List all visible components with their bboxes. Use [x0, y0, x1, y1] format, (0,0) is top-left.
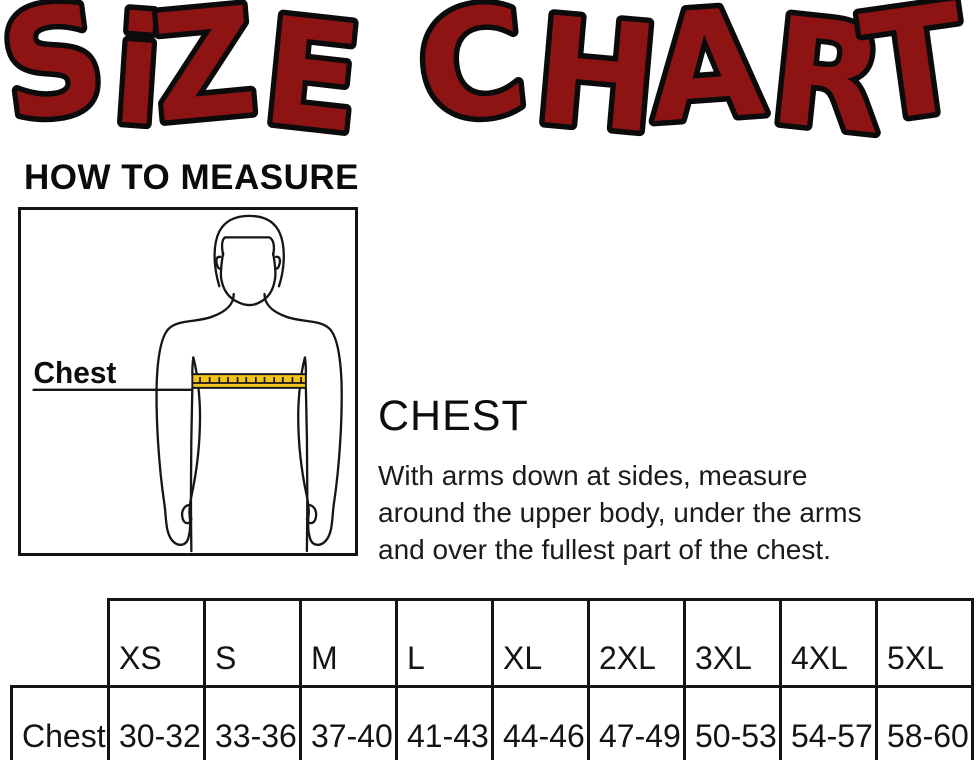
size-table-chest-row: Chest 30-32 33-36 37-40 41-43 44-46 47-4… [10, 685, 974, 760]
size-header-cell: XS [107, 598, 206, 688]
size-table: XS S M L XL 2XL 3XL 4XL 5XL Chest 30-32 … [10, 598, 974, 760]
chest-value-cell: 33-36 [203, 685, 302, 760]
tape-ticks [199, 377, 302, 383]
size-header-cell: XL [491, 598, 590, 688]
chest-value-cell: 30-32 [107, 685, 206, 760]
size-header-cell: 3XL [683, 598, 782, 688]
chest-callout: Chest [32, 357, 194, 391]
measurement-diagram-box: Chest [18, 207, 358, 556]
chest-value-cell: 58-60 [875, 685, 974, 760]
title-word-chart: CHART [410, 0, 976, 152]
size-table-header-row: XS S M L XL 2XL 3XL 4XL 5XL [12, 598, 974, 688]
chest-row-label: Chest [10, 685, 110, 760]
torso-outline-art [155, 214, 343, 553]
chest-instructions: CHEST With arms down at sides, measure a… [378, 392, 958, 568]
chest-value-cell: 44-46 [491, 685, 590, 760]
size-header-cell: S [203, 598, 302, 688]
instruction-line: around the upper body, under the arms [378, 497, 862, 528]
chest-value-cell: 50-53 [683, 685, 782, 760]
size-table-blank-cell [12, 600, 109, 687]
chest-instructions-heading: CHEST [378, 392, 529, 440]
chest-instructions-text: With arms down at sides, measure around … [378, 457, 958, 568]
tape-band [191, 373, 307, 389]
size-header-cell: 5XL [875, 598, 974, 688]
instruction-line: and over the fullest part of the chest. [378, 534, 831, 565]
size-header-cell: 2XL [587, 598, 686, 688]
page-title: SiZE CHART [0, 0, 978, 152]
chest-value-cell: 47-49 [587, 685, 686, 760]
torso-diagram: Chest [32, 214, 343, 553]
size-header-cell: 4XL [779, 598, 878, 688]
chest-value-cell: 41-43 [395, 685, 494, 760]
size-header-cell: M [299, 598, 398, 688]
how-to-measure-heading: HOW TO MEASURE [24, 158, 359, 197]
chest-value-cell: 37-40 [299, 685, 398, 760]
chest-diagram-label: Chest [34, 357, 117, 390]
instruction-line: With arms down at sides, measure [378, 460, 808, 491]
size-header-cell: L [395, 598, 494, 688]
chest-value-cell: 54-57 [779, 685, 878, 760]
title-word-size: SiZE [0, 0, 369, 152]
measuring-tape [191, 373, 307, 389]
